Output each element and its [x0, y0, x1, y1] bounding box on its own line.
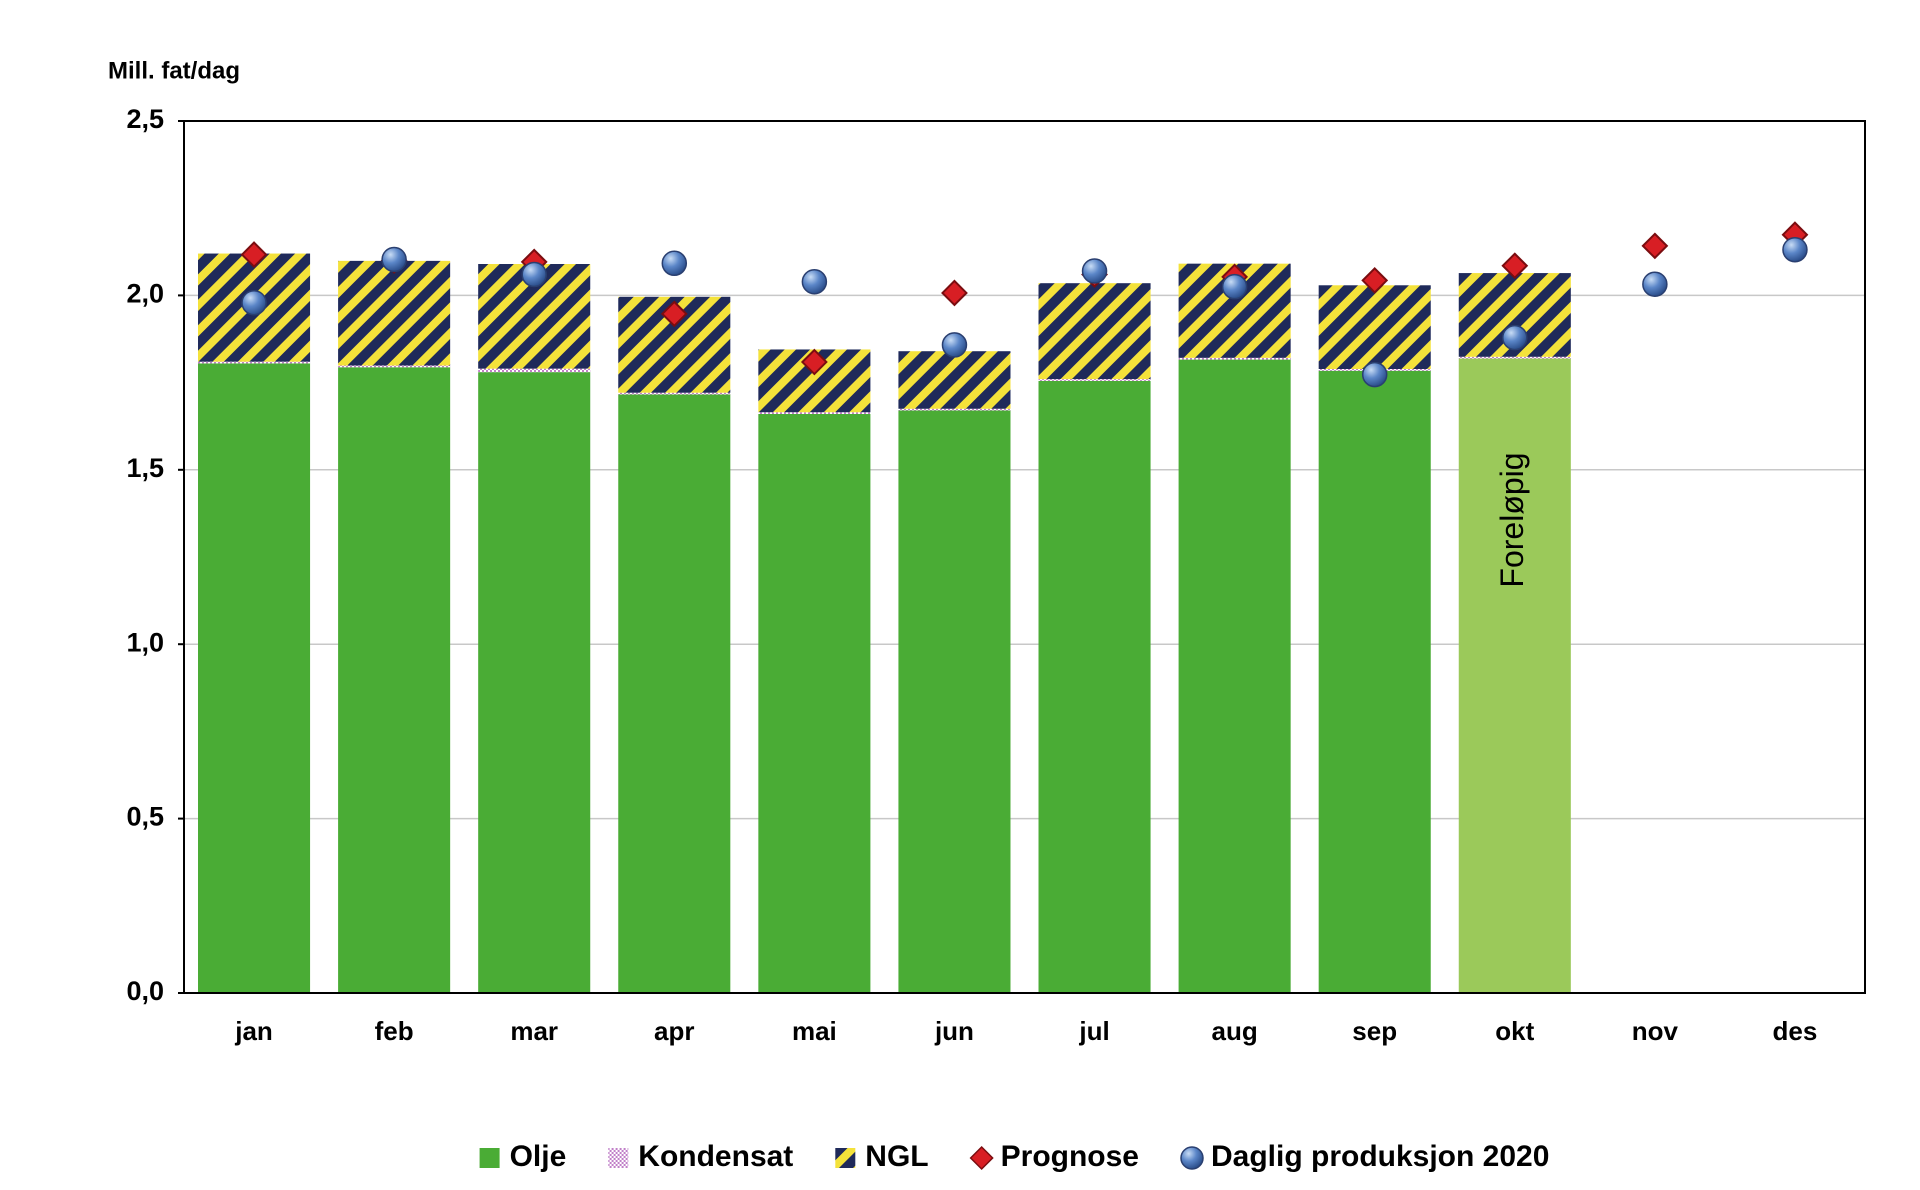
- plot-border: [183, 120, 1866, 994]
- prognose-marker: [800, 348, 828, 376]
- daily-marker: [381, 246, 407, 273]
- bar-segment: [618, 394, 731, 993]
- daily-marker: [1502, 324, 1528, 351]
- bar-segment: [338, 367, 451, 993]
- bar-segment: [338, 260, 451, 366]
- prognose-marker: [1641, 232, 1669, 260]
- bar-segment: [338, 365, 451, 368]
- bar-segment: [1178, 357, 1291, 360]
- bar-segment: [618, 392, 731, 395]
- bar-segment: [1318, 285, 1431, 369]
- bar-segment: [198, 361, 311, 364]
- bar-segment: [478, 368, 591, 373]
- y-tick-label: 0,0: [126, 976, 164, 1006]
- prognose-marker: [240, 241, 268, 269]
- x-tick-label: jul: [1078, 1016, 1109, 1046]
- daily-marker: [1081, 258, 1108, 284]
- prognose-marker: [941, 279, 968, 307]
- x-tick-label: okt: [1495, 1016, 1534, 1046]
- legend-swatch: [835, 1148, 856, 1168]
- y-tick-label: 1,5: [126, 453, 164, 483]
- x-tick-label: mar: [510, 1016, 558, 1046]
- legend-label: Prognose: [1001, 1140, 1139, 1173]
- bar-segment: [1038, 380, 1151, 994]
- bar-segment: [898, 351, 1011, 409]
- bar-segment: [758, 412, 871, 414]
- x-tick-label: feb: [375, 1016, 414, 1046]
- daily-marker: [1642, 271, 1668, 297]
- y-axis-label: Mill. fat/dag: [108, 57, 240, 84]
- x-tick-label: sep: [1352, 1016, 1397, 1046]
- prognose-marker: [1501, 252, 1529, 280]
- legend-swatch: [479, 1148, 500, 1168]
- prognose-marker: [660, 300, 688, 328]
- daily-marker: [521, 261, 547, 288]
- bar-segment: [898, 408, 1011, 411]
- x-tick-label: des: [1773, 1016, 1818, 1046]
- x-tick-label: aug: [1212, 1016, 1258, 1046]
- x-tick-label: mai: [792, 1016, 837, 1046]
- daily-marker: [1782, 236, 1808, 263]
- bar-segment: [198, 363, 311, 993]
- daily-marker: [241, 289, 267, 316]
- bar-segment: [1458, 356, 1571, 359]
- daily-marker: [1361, 361, 1388, 388]
- y-tick-label: 2,0: [126, 279, 164, 309]
- legend-label: Olje: [510, 1140, 567, 1173]
- daily-marker: [801, 269, 828, 295]
- bar-segment: [1178, 359, 1291, 993]
- legend-marker: [1180, 1146, 1204, 1170]
- y-tick-label: 2,5: [126, 104, 164, 134]
- x-tick-label: apr: [654, 1016, 694, 1046]
- daily-marker: [661, 250, 688, 277]
- bar-segment: [1458, 358, 1571, 993]
- x-tick-label: jan: [234, 1016, 273, 1046]
- y-tick-label: 1,0: [126, 627, 164, 657]
- legend-swatch: [608, 1148, 629, 1168]
- bar-segment: [1038, 379, 1151, 381]
- legend: Olje Kondensat NGL Prognose Daglig produksjo…: [479, 1140, 1549, 1173]
- bar-segment: [758, 413, 871, 993]
- x-tick-label: jun: [934, 1016, 974, 1046]
- bar-segment: [1318, 370, 1431, 993]
- legend-label: NGL: [865, 1140, 928, 1173]
- annotation: Foreløpig: [1494, 452, 1530, 587]
- legend-marker: [969, 1145, 994, 1171]
- bar-segment: [898, 410, 1011, 993]
- legend-label: Daglig produksjon 2020: [1211, 1140, 1549, 1173]
- x-tick-label: nov: [1632, 1016, 1679, 1046]
- daily-marker: [941, 332, 968, 358]
- plot-area: [184, 121, 1865, 993]
- prognose-marker: [1361, 266, 1389, 294]
- daily-marker: [1221, 273, 1248, 300]
- bar-segment: [1038, 283, 1151, 380]
- bar-segment: [478, 372, 591, 993]
- legend-label: Kondensat: [638, 1140, 793, 1173]
- y-tick-label: 0,5: [126, 802, 164, 832]
